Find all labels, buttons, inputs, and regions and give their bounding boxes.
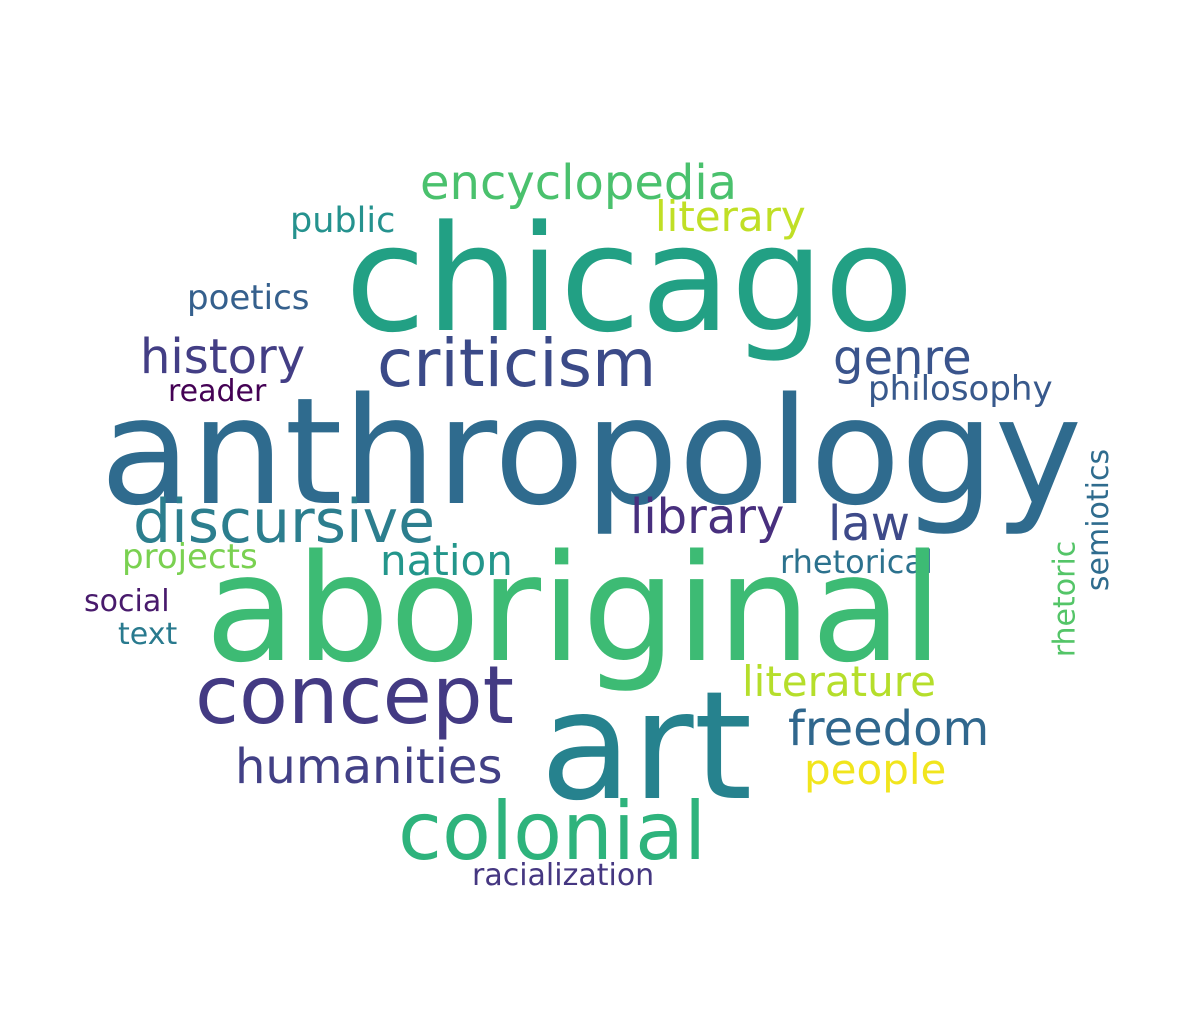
word-text: text — [118, 617, 178, 652]
word-genre: genre — [833, 330, 972, 386]
word-humanities: humanities — [235, 739, 503, 795]
word-philosophy: philosophy — [868, 369, 1053, 409]
word-freedom: freedom — [788, 701, 990, 757]
word-racialization: racialization — [472, 858, 655, 893]
word-anthropology: anthropology — [100, 366, 1083, 538]
word-semiotics: semiotics — [1081, 448, 1117, 592]
word-discursive: discursive — [133, 487, 436, 557]
word-library: library — [630, 489, 785, 545]
word-chicago: chicago — [345, 194, 914, 365]
word-history: history — [140, 329, 306, 385]
word-criticism: criticism — [377, 325, 657, 402]
word-art: art — [540, 660, 753, 834]
word-rhetorical: rhetorical — [780, 543, 933, 581]
word-projects: projects — [122, 537, 258, 577]
word-nation: nation — [380, 536, 513, 585]
word-aboriginal: aboriginal — [205, 523, 943, 695]
word-people: people — [804, 745, 947, 794]
word-colonial: colonial — [398, 785, 707, 878]
word-law: law — [828, 496, 911, 552]
word-public: public — [290, 201, 396, 241]
word-literature: literature — [742, 657, 936, 706]
word-rhetoric: rhetoric — [1046, 540, 1082, 658]
word-literary: literary — [655, 192, 806, 241]
word-social: social — [84, 584, 170, 619]
word-encyclopedia: encyclopedia — [420, 155, 738, 211]
word-concept: concept — [195, 649, 514, 742]
word-reader: reader — [168, 374, 267, 409]
word-poetics: poetics — [187, 278, 310, 318]
